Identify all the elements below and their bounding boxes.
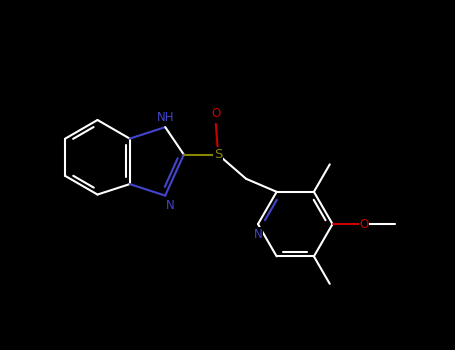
Text: NH: NH [157, 111, 174, 124]
Text: N: N [253, 228, 263, 240]
Text: O: O [211, 107, 221, 120]
Text: S: S [214, 148, 222, 161]
Text: O: O [359, 218, 369, 231]
Text: N: N [166, 199, 175, 212]
